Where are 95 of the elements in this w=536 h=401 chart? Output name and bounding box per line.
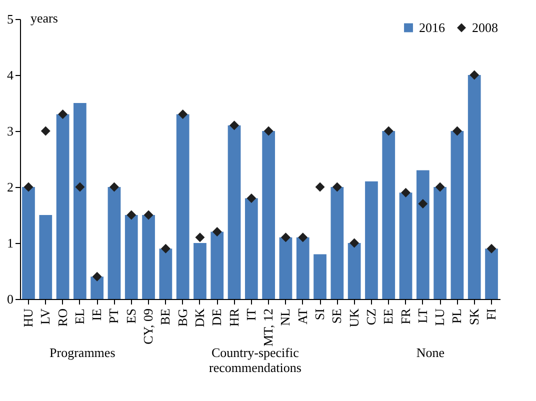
bar xyxy=(314,254,326,299)
bar xyxy=(279,237,292,299)
x-tick-label: ES xyxy=(123,308,138,324)
x-tick-label: SI xyxy=(312,308,328,320)
point xyxy=(40,126,50,136)
x-tick-label: HU xyxy=(20,308,36,328)
bar xyxy=(262,131,276,299)
point xyxy=(280,232,290,242)
bar xyxy=(159,248,172,299)
x-tick-label: IT xyxy=(243,308,258,321)
point xyxy=(195,232,205,242)
bar xyxy=(56,114,70,299)
point xyxy=(230,120,240,130)
y-tick-label: 0 xyxy=(7,292,14,306)
point xyxy=(144,210,154,220)
bar xyxy=(244,198,258,299)
point xyxy=(315,182,325,192)
x-tick-label: RO xyxy=(54,308,70,327)
x-tick-label: LT xyxy=(414,308,430,324)
bar xyxy=(142,215,155,299)
x-tick-label: EL xyxy=(72,308,87,324)
x-tick-label: EE xyxy=(380,308,396,324)
x-tick-label: PL xyxy=(449,308,464,324)
bar xyxy=(296,237,310,299)
point xyxy=(246,193,256,203)
y-axis-title: years xyxy=(30,10,58,26)
x-tick-label: FI xyxy=(484,308,499,320)
point xyxy=(92,272,102,282)
x-tick-label: LV xyxy=(38,308,53,325)
bar xyxy=(39,215,52,299)
point xyxy=(58,109,68,119)
bar xyxy=(485,248,498,299)
text: Programmes xyxy=(50,345,116,360)
point xyxy=(486,244,496,254)
x-tick-label: UK xyxy=(346,308,362,328)
bar xyxy=(74,103,86,299)
x-tick-label: CY, 09 xyxy=(140,308,156,344)
bar xyxy=(108,187,121,299)
point xyxy=(264,126,274,136)
x-tick-label: BG xyxy=(174,308,190,327)
x-tick-label: SE xyxy=(329,308,344,324)
bar xyxy=(468,75,481,299)
y-tick-label: 4 xyxy=(7,68,14,82)
bar xyxy=(382,131,396,299)
text: Country-specific recommendations xyxy=(208,345,302,375)
x-tick-label: LU xyxy=(432,308,448,326)
x-tick-label: DK xyxy=(192,308,207,328)
text: None xyxy=(416,345,445,360)
bar xyxy=(450,131,464,299)
x-tick-label: NL xyxy=(278,308,293,326)
point xyxy=(160,244,170,254)
point xyxy=(75,182,85,192)
x-tick-label: DE xyxy=(209,308,224,326)
point xyxy=(212,227,222,237)
bar xyxy=(22,187,35,299)
y-tick-label: 2 xyxy=(7,180,14,194)
point xyxy=(470,70,480,80)
bar xyxy=(210,232,224,299)
y-tick-label: 5 xyxy=(7,12,14,26)
x-tick-label: FR xyxy=(398,308,413,324)
x-tick-label: SK xyxy=(466,308,482,326)
y-tick-label: 1 xyxy=(7,236,14,250)
bar xyxy=(348,243,361,299)
bar xyxy=(330,187,344,299)
y-tick-label: 3 xyxy=(7,124,14,138)
point xyxy=(126,210,136,220)
point xyxy=(435,182,445,192)
bar xyxy=(434,187,446,299)
point xyxy=(401,188,411,198)
point xyxy=(350,238,360,248)
point xyxy=(418,199,428,209)
legend-label: 2008 xyxy=(472,20,498,35)
x-tick-label: HR xyxy=(226,308,242,327)
legend-label: 2016 xyxy=(419,20,446,35)
point xyxy=(452,126,462,136)
bar xyxy=(365,181,378,299)
bar xyxy=(90,276,104,299)
point xyxy=(298,232,308,242)
point xyxy=(109,182,119,192)
point xyxy=(24,182,34,192)
bar xyxy=(228,125,241,299)
point xyxy=(332,182,342,192)
x-tick-label: CZ xyxy=(363,308,378,326)
point xyxy=(384,126,394,136)
bar xyxy=(399,192,412,299)
bar xyxy=(176,114,190,299)
x-tick-label: PT xyxy=(106,308,122,324)
bar xyxy=(124,215,138,299)
x-tick-label: AT xyxy=(294,308,310,324)
x-tick-label: MT, 12 xyxy=(260,308,276,347)
bar xyxy=(194,243,206,299)
x-tick-label: BE xyxy=(158,308,173,326)
point xyxy=(178,109,188,119)
bar xyxy=(416,170,430,299)
x-tick-label: IE xyxy=(89,308,104,321)
